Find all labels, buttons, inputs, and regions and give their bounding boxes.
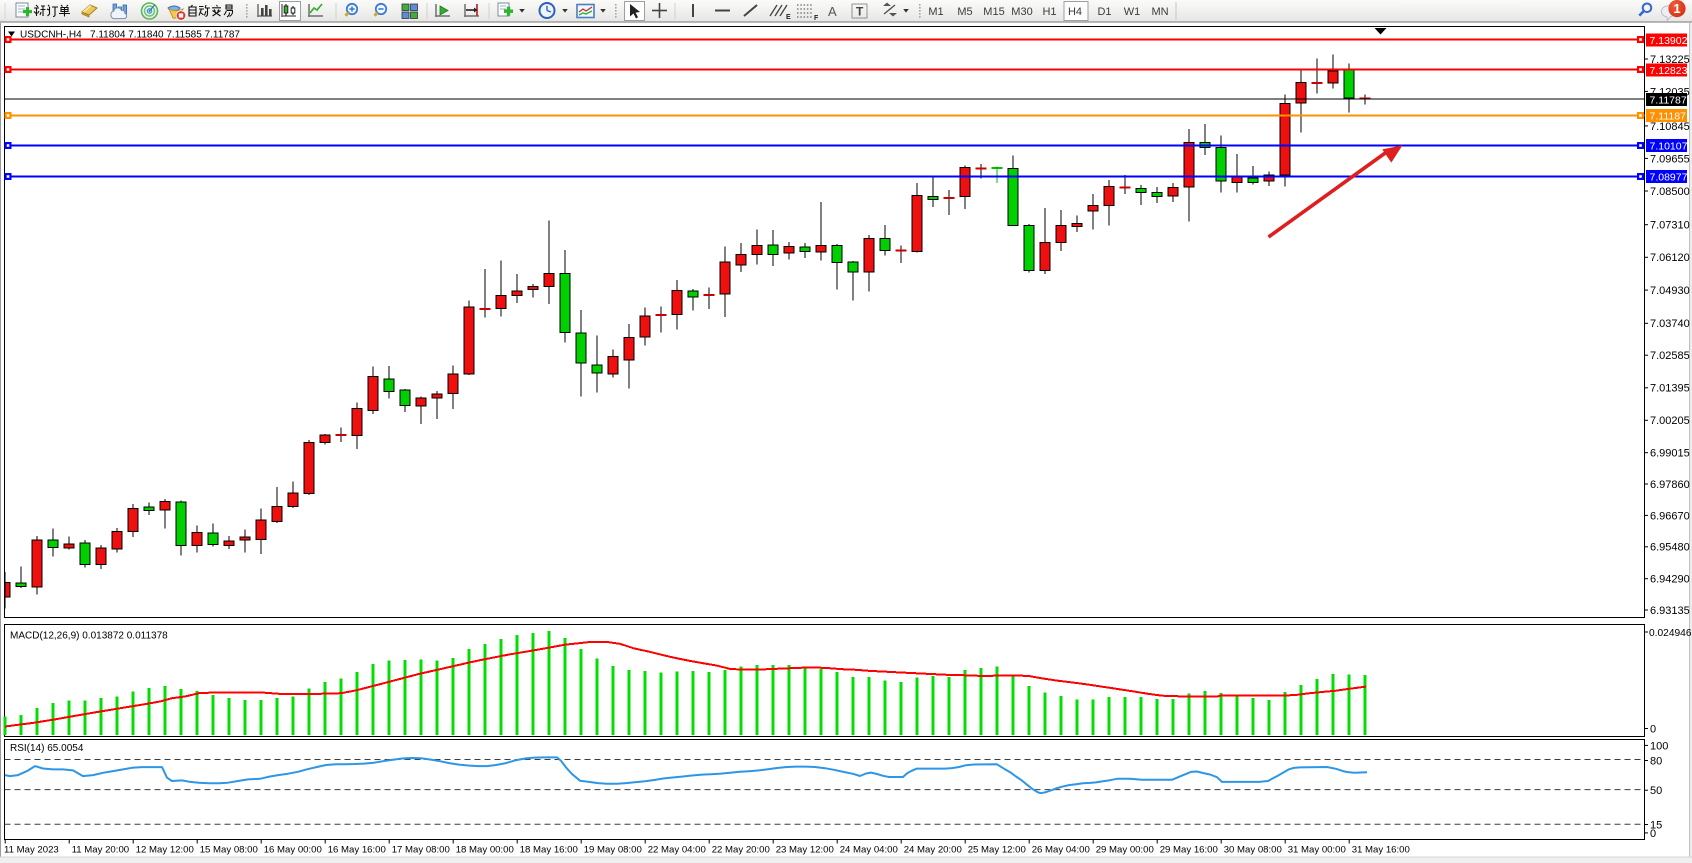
svg-text:M5: M5 [957,6,972,18]
svg-text:W1: W1 [1124,6,1141,18]
svg-text:25 May 12:00: 25 May 12:00 [968,845,1026,856]
svg-text:M15: M15 [983,6,1004,18]
svg-text:7.04930: 7.04930 [1650,285,1690,297]
svg-text:6.94290: 6.94290 [1650,574,1690,586]
svg-text:6.96670: 6.96670 [1650,510,1690,522]
svg-text:1: 1 [1673,1,1680,16]
svg-text:19 May 08:00: 19 May 08:00 [584,845,642,856]
svg-text:6.95480: 6.95480 [1650,542,1690,554]
svg-text:22 May 20:00: 22 May 20:00 [712,845,770,856]
svg-text:16 May 00:00: 16 May 00:00 [264,845,322,856]
svg-text:7.11187: 7.11187 [1650,110,1687,122]
svg-text:7.12823: 7.12823 [1650,65,1688,77]
svg-text:E: E [786,14,791,21]
svg-text:7.00205: 7.00205 [1650,415,1690,427]
svg-text:6.99015: 6.99015 [1650,448,1690,460]
svg-text:7.03740: 7.03740 [1650,318,1690,330]
svg-text:7.13902: 7.13902 [1650,35,1688,47]
svg-text:16 May 16:00: 16 May 16:00 [328,845,386,856]
svg-text:18 May 16:00: 18 May 16:00 [520,845,578,856]
svg-text:26 May 04:00: 26 May 04:00 [1032,845,1090,856]
svg-text:D1: D1 [1097,6,1111,18]
svg-text:H4: H4 [1068,6,1082,18]
svg-text:7.11787: 7.11787 [1650,94,1687,106]
svg-text:RSI(14) 65.0054: RSI(14) 65.0054 [10,743,84,754]
svg-text:12 May 12:00: 12 May 12:00 [136,845,194,856]
svg-text:7.01395: 7.01395 [1650,383,1690,395]
svg-text:0: 0 [1650,828,1656,840]
svg-text:7.08977: 7.08977 [1650,171,1688,183]
svg-text:24 May 04:00: 24 May 04:00 [840,845,898,856]
svg-text:7.10107: 7.10107 [1650,140,1688,152]
svg-text:6.93135: 6.93135 [1650,605,1690,617]
svg-text:6.97860: 6.97860 [1650,479,1690,491]
svg-text:7.07310: 7.07310 [1650,220,1690,232]
svg-text:29 May 00:00: 29 May 00:00 [1096,845,1154,856]
svg-text:7.13225: 7.13225 [1650,54,1690,66]
svg-text:MACD(12,26,9) 0.013872 0.01137: MACD(12,26,9) 0.013872 0.011378 [10,631,168,642]
svg-text:17 May 08:00: 17 May 08:00 [392,845,450,856]
svg-text:15 May 08:00: 15 May 08:00 [200,845,258,856]
svg-text:0: 0 [1650,723,1656,735]
svg-text:50: 50 [1650,785,1662,797]
svg-text:7.02585: 7.02585 [1650,350,1690,362]
svg-text:7.06120: 7.06120 [1650,252,1690,264]
svg-text:11 May 20:00: 11 May 20:00 [72,845,129,856]
svg-text:F: F [814,15,819,22]
svg-text:18 May 00:00: 18 May 00:00 [456,845,514,856]
svg-text:7.10845: 7.10845 [1650,121,1690,133]
svg-text:15: 15 [1650,819,1662,831]
svg-text:23 May 12:00: 23 May 12:00 [776,845,834,856]
svg-text:M1: M1 [928,6,943,18]
svg-text:30 May 08:00: 30 May 08:00 [1224,845,1282,856]
svg-text:0.024946: 0.024946 [1649,628,1692,639]
svg-text:H1: H1 [1042,6,1056,18]
svg-text:29 May 16:00: 29 May 16:00 [1160,845,1218,856]
svg-text:M30: M30 [1011,6,1032,18]
svg-text:100: 100 [1650,740,1668,752]
svg-text:11 May 2023: 11 May 2023 [4,845,59,856]
svg-text:22 May 04:00: 22 May 04:00 [648,845,706,856]
svg-text:31 May 16:00: 31 May 16:00 [1352,845,1410,856]
svg-text:80: 80 [1650,755,1662,767]
svg-text:T: T [856,5,864,19]
svg-text:31 May 00:00: 31 May 00:00 [1288,845,1346,856]
svg-text:7.09655: 7.09655 [1650,153,1690,165]
svg-text:USDCNH-,H4 7.11804 7.11840 7: USDCNH-,H4 7.11804 7.11840 7.11585 7.117… [20,30,240,41]
svg-text:7.08500: 7.08500 [1650,186,1690,198]
svg-text:24 May 20:00: 24 May 20:00 [904,845,962,856]
svg-text:MN: MN [1151,6,1168,18]
svg-text:A: A [828,4,837,19]
